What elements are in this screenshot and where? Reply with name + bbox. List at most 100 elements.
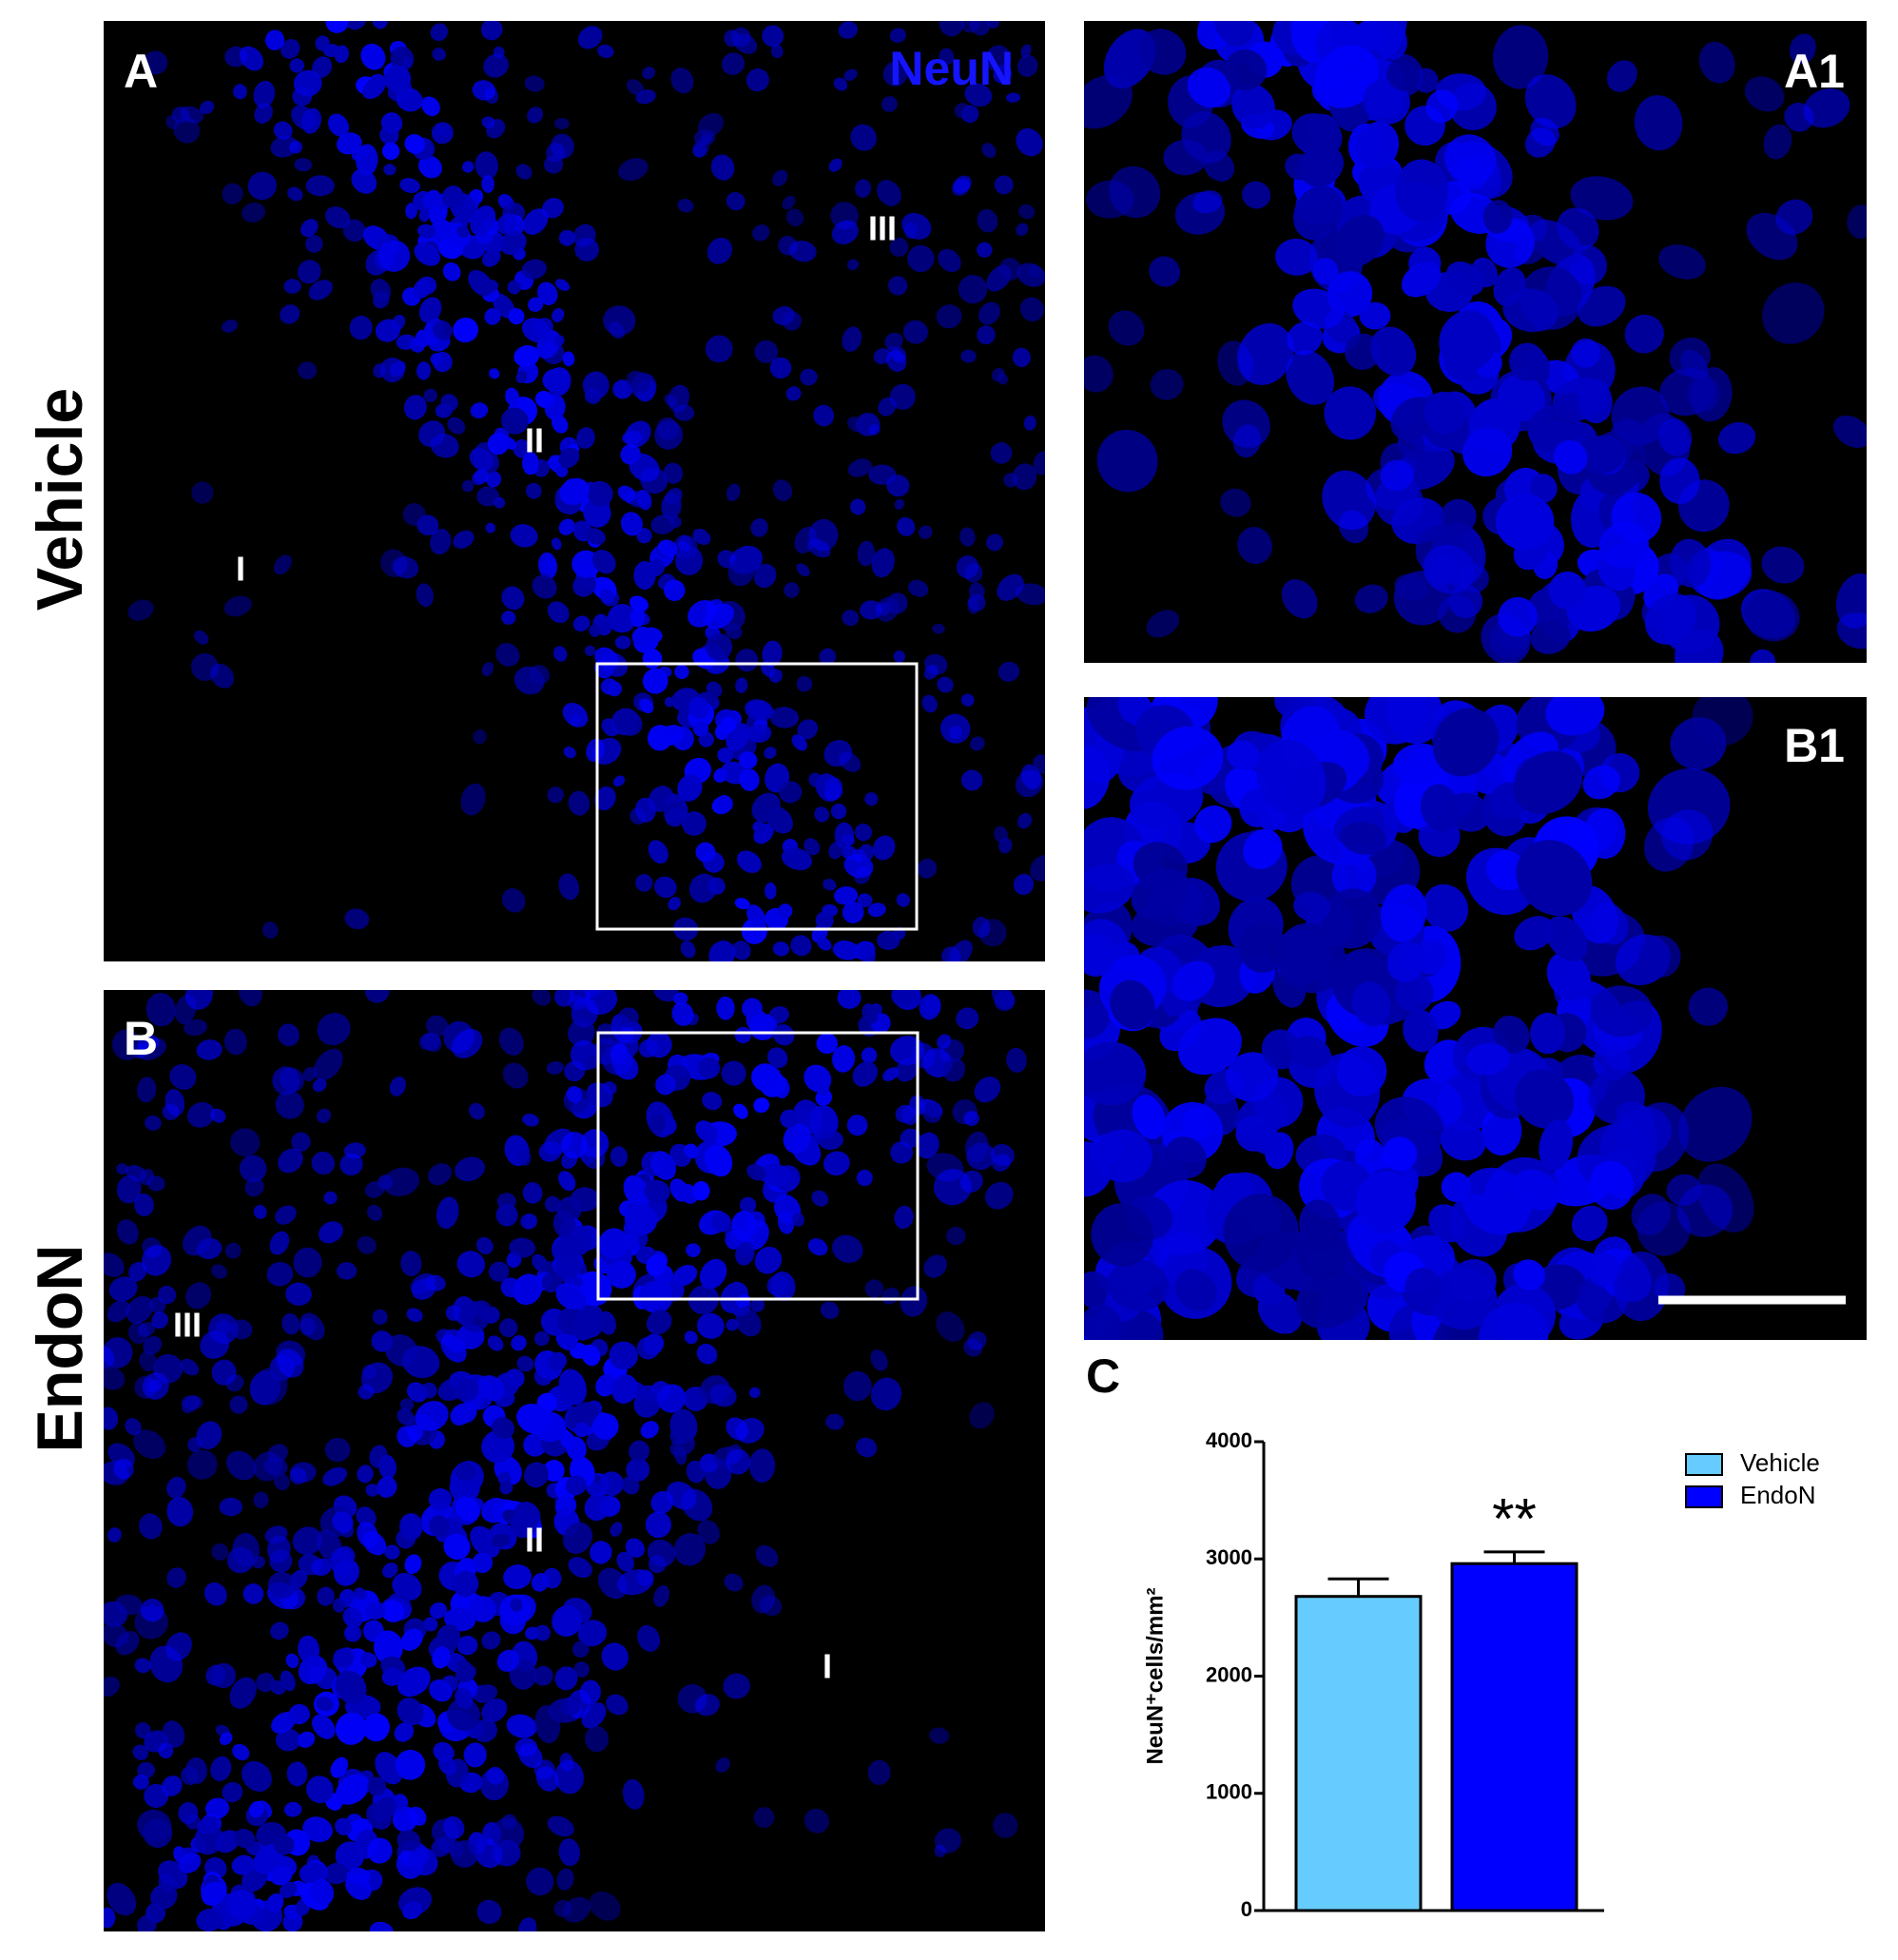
cell (1322, 888, 1383, 949)
cell (343, 1624, 362, 1642)
cell (612, 775, 626, 787)
cell (770, 44, 784, 59)
cell (1293, 891, 1331, 922)
cell (902, 320, 928, 344)
cell (476, 1899, 502, 1925)
cell (1091, 1203, 1154, 1267)
cell (559, 1697, 582, 1717)
cell (396, 334, 417, 350)
cell (985, 45, 1012, 72)
cell (510, 1598, 523, 1612)
cell (582, 371, 610, 399)
cell (997, 373, 1009, 385)
cell (923, 1254, 947, 1278)
cell (263, 1457, 288, 1476)
cell (300, 1312, 325, 1341)
cell (431, 219, 454, 241)
cell (585, 528, 606, 545)
cell (677, 540, 690, 552)
cell (622, 431, 643, 445)
cell (584, 990, 618, 1015)
cell (378, 240, 411, 272)
cell (1354, 584, 1388, 613)
cell (528, 297, 544, 312)
cell (1355, 1171, 1417, 1234)
cell (470, 205, 496, 236)
cell (1413, 68, 1439, 93)
cell (473, 1718, 497, 1742)
cell (785, 208, 804, 227)
cell (547, 601, 570, 624)
cell (726, 1448, 751, 1475)
cell (648, 1555, 667, 1574)
cell (359, 1652, 378, 1668)
cell (379, 358, 405, 383)
cell (736, 850, 762, 873)
cell (452, 1028, 483, 1058)
cell (1395, 973, 1434, 1013)
cell (515, 164, 533, 180)
cell (116, 1163, 128, 1175)
cell (399, 178, 420, 193)
cell (669, 1178, 689, 1202)
cell (281, 1312, 300, 1335)
cell (546, 1061, 564, 1075)
cell (133, 1429, 166, 1459)
cell (828, 158, 842, 172)
cell (1761, 546, 1805, 584)
cell (939, 48, 955, 66)
cell (643, 1333, 665, 1355)
cell (1631, 1193, 1671, 1235)
cell (1530, 620, 1571, 654)
cell (458, 1300, 491, 1332)
cell (1138, 29, 1187, 75)
cell (381, 142, 400, 161)
significance: ** (1492, 1487, 1537, 1551)
cell (111, 1029, 142, 1060)
cell (614, 635, 631, 650)
cell (888, 276, 908, 296)
cell (817, 1081, 830, 1096)
cell (611, 1052, 639, 1080)
cell (726, 191, 746, 211)
cell (1514, 916, 1555, 951)
cell (418, 207, 431, 223)
cell (441, 185, 464, 208)
cell (584, 645, 596, 656)
cell (748, 1387, 761, 1399)
cell (986, 534, 1004, 552)
cell (589, 624, 601, 637)
cell (495, 643, 520, 667)
cell (558, 1838, 581, 1867)
cell (850, 498, 866, 515)
cell (1030, 854, 1045, 882)
cell (1016, 223, 1029, 237)
cell (508, 308, 525, 325)
cell (568, 1557, 592, 1579)
cell (563, 1522, 593, 1554)
cell (697, 112, 724, 138)
cell (369, 1445, 388, 1468)
cell (317, 1013, 351, 1046)
cell (558, 229, 575, 246)
cell (143, 50, 168, 75)
cell (633, 1390, 661, 1418)
cell (453, 317, 478, 343)
cell (1239, 922, 1287, 973)
cell (372, 1796, 397, 1822)
cell (1553, 439, 1588, 475)
cell (837, 990, 862, 1009)
cell (558, 518, 575, 535)
cell (1243, 828, 1283, 869)
cell (919, 994, 941, 1020)
cell (725, 623, 743, 640)
cell (342, 1607, 363, 1629)
cell (527, 107, 544, 124)
cell (537, 281, 558, 305)
cell (534, 1704, 561, 1744)
cell (753, 1097, 770, 1114)
cell (279, 1881, 298, 1898)
cell (653, 1584, 670, 1607)
cell (126, 1295, 154, 1324)
cell (222, 320, 238, 333)
